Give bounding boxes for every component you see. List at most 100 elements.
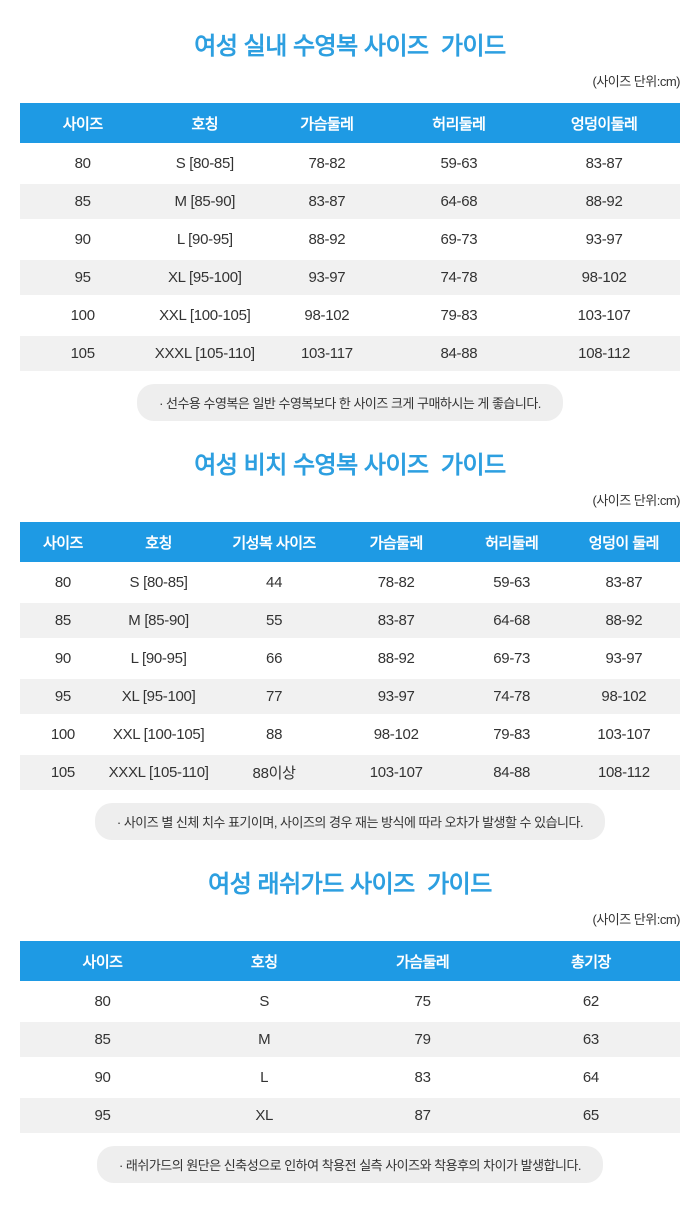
table-cell: 77 xyxy=(211,676,337,717)
table-cell: 103-107 xyxy=(336,752,456,793)
table-cell: 65 xyxy=(501,1095,680,1136)
table-row: 100 XXL [100-105] 98-102 79-83 103-107 xyxy=(20,295,680,336)
column-header: 가슴둘레 xyxy=(343,941,502,983)
table-cell: 90 xyxy=(20,638,106,679)
table-row: 95 XL [95-100] 77 93-97 74-78 98-102 xyxy=(20,676,680,717)
table-cell: 83-87 xyxy=(336,600,456,641)
column-header: 허리둘레 xyxy=(389,103,529,145)
column-header: 가슴둘레 xyxy=(264,103,390,145)
table-cell: 80 xyxy=(20,562,106,603)
table-cell: 88-92 xyxy=(264,219,390,260)
table-cell: 74-78 xyxy=(455,676,568,717)
table-cell: M xyxy=(185,1019,344,1060)
table-row: 80 S [80-85] 44 78-82 59-63 83-87 xyxy=(20,562,680,603)
rashguard-size-table: 사이즈 호칭 가슴둘레 총기장 80 S 75 62 85 M 79 63 90 L 83 64 95 XL 87 6… xyxy=(20,941,680,1136)
table-cell: 100 xyxy=(20,295,146,336)
section-title: 여성 비치 수영복 사이즈 가이드 xyxy=(194,452,506,479)
table-row: 95 XL 87 65 xyxy=(20,1095,680,1136)
table-cell: L xyxy=(185,1057,344,1098)
table-header-row: 사이즈 호칭 기성복 사이즈 가슴둘레 허리둘레 엉덩이 둘레 xyxy=(20,522,680,564)
table-row: 90 L 83 64 xyxy=(20,1057,680,1098)
table-cell: S [80-85] xyxy=(105,562,212,603)
table-cell: 83 xyxy=(343,1057,502,1098)
table-cell: 105 xyxy=(20,752,106,793)
unit-label: (사이즈 단위:cm) xyxy=(592,912,680,927)
table-row: 105 XXXL [105-110] 103-117 84-88 108-112 xyxy=(20,333,680,374)
table-row: 105 XXXL [105-110] 88이상 103-107 84-88 108-112 xyxy=(20,752,680,793)
table-cell: 90 xyxy=(20,1057,185,1098)
table-header-row: 사이즈 호칭 가슴둘레 총기장 xyxy=(20,941,680,983)
table-cell: 66 xyxy=(211,638,337,679)
table-header-row: 사이즈 호칭 가슴둘레 허리둘레 엉덩이둘레 xyxy=(20,103,680,145)
table-cell: 80 xyxy=(20,981,185,1022)
table-cell: 59-63 xyxy=(389,143,529,184)
table-cell: 90 xyxy=(20,219,146,260)
beach-swimsuit-size-table: 사이즈 호칭 기성복 사이즈 가슴둘레 허리둘레 엉덩이 둘레 80 S [80-85] 44 7… xyxy=(20,522,680,793)
table-row: 90 L [90-95] 66 88-92 69-73 93-97 xyxy=(20,638,680,679)
table-cell: M [85-90] xyxy=(145,181,265,222)
table-cell: XXL [100-105] xyxy=(145,295,265,336)
table-cell: 64 xyxy=(501,1057,680,1098)
table-cell: 105 xyxy=(20,333,146,374)
table-cell: 95 xyxy=(20,257,146,298)
table-cell: S [80-85] xyxy=(145,143,265,184)
table-cell: 93-97 xyxy=(264,257,390,298)
table-cell: 74-78 xyxy=(389,257,529,298)
section-beach-swimsuit-guide: 여성 비치 수영복 사이즈 가이드 (사이즈 단위:cm) 사이즈 호칭 기성복 사… xyxy=(20,445,681,840)
table-cell: 88-92 xyxy=(336,638,456,679)
table-cell: 93-97 xyxy=(528,219,680,260)
section-indoor-swimsuit-guide: 여성 실내 수영복 사이즈 가이드 (사이즈 단위:cm) 사이즈 호칭 가슴둘레 허… xyxy=(20,26,681,421)
table-cell: 108-112 xyxy=(567,752,680,793)
section-title: 여성 실내 수영복 사이즈 가이드 xyxy=(194,33,506,60)
table-cell: 78-82 xyxy=(264,143,390,184)
table-cell: XL [95-100] xyxy=(145,257,265,298)
table-cell: XXL [100-105] xyxy=(105,714,212,755)
column-header: 사이즈 xyxy=(20,522,106,564)
table-cell: 55 xyxy=(211,600,337,641)
table-cell: 84-88 xyxy=(455,752,568,793)
table-cell: 88이상 xyxy=(211,752,337,793)
column-header: 엉덩이 둘레 xyxy=(567,522,680,564)
table-cell: 63 xyxy=(501,1019,680,1060)
table-row: 85 M [85-90] 55 83-87 64-68 88-92 xyxy=(20,600,680,641)
column-header: 가슴둘레 xyxy=(336,522,456,564)
table-cell: XXXL [105-110] xyxy=(145,333,265,374)
indoor-swimsuit-size-table: 사이즈 호칭 가슴둘레 허리둘레 엉덩이둘레 80 S [80-85] 78-82 59-63 8… xyxy=(20,103,680,374)
table-cell: 93-97 xyxy=(336,676,456,717)
table-cell: L [90-95] xyxy=(145,219,265,260)
table-cell: 108-112 xyxy=(528,333,680,374)
table-cell: 103-117 xyxy=(264,333,390,374)
table-cell: 85 xyxy=(20,1019,185,1060)
column-header: 총기장 xyxy=(501,941,680,983)
table-cell: 69-73 xyxy=(389,219,529,260)
table-cell: 80 xyxy=(20,143,146,184)
table-cell: L [90-95] xyxy=(105,638,212,679)
table-row: 95 XL [95-100] 93-97 74-78 98-102 xyxy=(20,257,680,298)
table-cell: 83-87 xyxy=(264,181,390,222)
table-row: 80 S [80-85] 78-82 59-63 83-87 xyxy=(20,143,680,184)
column-header: 사이즈 xyxy=(20,103,146,145)
table-cell: XL xyxy=(185,1095,344,1136)
table-cell: 93-97 xyxy=(567,638,680,679)
table-cell: 103-107 xyxy=(528,295,680,336)
note-pill: · 래쉬가드의 원단은 신축성으로 인하여 착용전 실측 사이즈와 착용후의 차… xyxy=(96,1146,604,1183)
table-cell: 98-102 xyxy=(264,295,390,336)
table-cell: 79 xyxy=(343,1019,502,1060)
table-cell: 98-102 xyxy=(528,257,680,298)
table-cell: 64-68 xyxy=(389,181,529,222)
table-row: 80 S 75 62 xyxy=(20,981,680,1022)
note-pill: · 선수용 수영복은 일반 수영복보다 한 사이즈 크게 구매하시는 게 좋습니… xyxy=(137,384,563,421)
table-cell: 44 xyxy=(211,562,337,603)
table-cell: 84-88 xyxy=(389,333,529,374)
table-cell: 83-87 xyxy=(567,562,680,603)
table-row: 90 L [90-95] 88-92 69-73 93-97 xyxy=(20,219,680,260)
column-header: 기성복 사이즈 xyxy=(211,522,337,564)
table-cell: 85 xyxy=(20,181,146,222)
table-cell: 59-63 xyxy=(455,562,568,603)
table-cell: 95 xyxy=(20,676,106,717)
table-cell: 64-68 xyxy=(455,600,568,641)
section-rashguard-guide: 여성 래쉬가드 사이즈 가이드 (사이즈 단위:cm) 사이즈 호칭 가슴둘레 총기장… xyxy=(20,864,681,1183)
table-cell: M [85-90] xyxy=(105,600,212,641)
